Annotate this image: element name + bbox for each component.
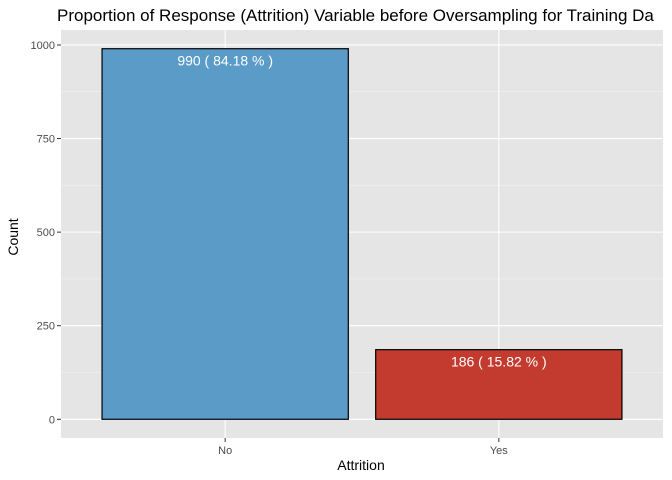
- x-axis: No Yes: [218, 438, 508, 457]
- bar-data-label: 990 ( 84.18 % ): [177, 53, 273, 69]
- bar-data-label: 186 ( 15.82 % ): [451, 354, 547, 370]
- x-tick-label: Yes: [490, 445, 508, 457]
- y-tick-label: 1000: [31, 40, 55, 52]
- x-axis-title: Attrition: [337, 457, 384, 473]
- bars: [101, 48, 623, 420]
- y-tick-label: 500: [37, 227, 55, 239]
- bar-no: [101, 48, 349, 420]
- bar-labels: 990 ( 84.18 % ) 186 ( 15.82 % ): [177, 53, 546, 370]
- x-tick-label: No: [218, 445, 232, 457]
- y-axis: 0 250 500 750 1000: [31, 40, 61, 426]
- y-axis-title: Count: [5, 218, 21, 255]
- y-tick-label: 0: [49, 414, 55, 426]
- y-tick-label: 250: [37, 321, 55, 333]
- bar-yes: [375, 349, 623, 420]
- y-tick-label: 750: [37, 134, 55, 146]
- chart-title: Proportion of Response (Attrition) Varia…: [57, 6, 654, 25]
